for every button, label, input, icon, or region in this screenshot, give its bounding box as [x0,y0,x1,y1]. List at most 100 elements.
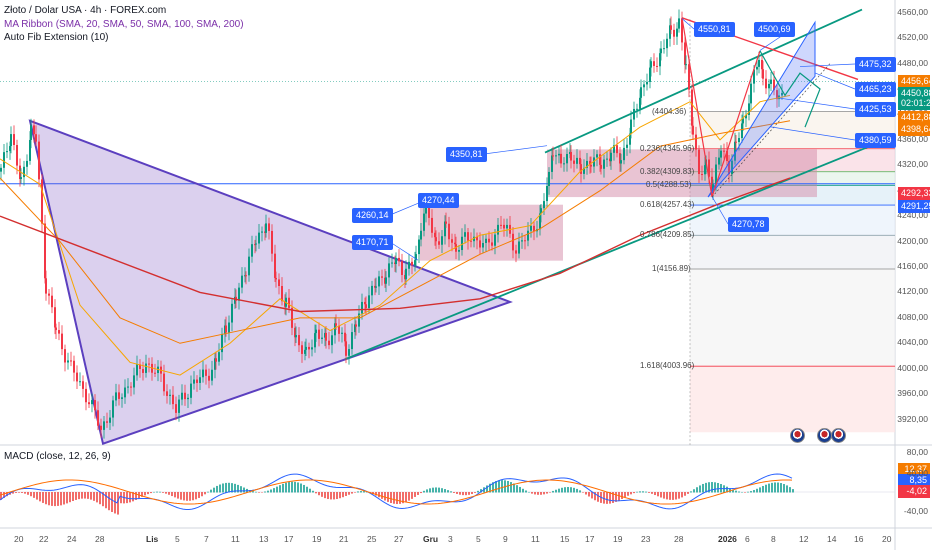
macd-histogram-bar [558,488,560,493]
candle-body [76,372,78,382]
macd-legend[interactable]: MACD (close, 12, 26, 9) [4,451,111,462]
candle-body [371,285,373,296]
candle-body [274,253,276,278]
candle-body [476,236,478,241]
candle-body [345,341,347,356]
candle-body [623,147,625,161]
macd-histogram-bar [306,486,308,493]
macd-histogram-bar [120,492,122,504]
macd-histogram-bar [399,492,401,504]
macd-histogram-bar [189,492,191,501]
x-tick-label: 15 [560,534,570,544]
candle-body [245,275,247,277]
callout-connector-3 [814,72,856,90]
price-callout-2[interactable]: 4475,32 [855,57,896,72]
macd-histogram-bar [531,492,533,494]
macd-histogram-bar [321,492,323,497]
ma-line-2 [0,120,791,344]
price-callout-10[interactable]: 4270,78 [728,217,769,232]
macd-histogram-bar [465,492,467,496]
macd-histogram-bar [27,492,29,495]
macd-histogram-bar [480,489,482,493]
candle-body [73,360,75,373]
candle-body [626,144,628,148]
macd-histogram-bar [621,492,623,499]
macd-histogram-bar [135,492,137,500]
candle-body [193,379,195,384]
macd-histogram-bar [324,492,326,499]
candle-body [202,369,204,378]
macd-histogram-bar [546,492,548,494]
candle-body [599,154,601,165]
candle-body [172,394,174,405]
candle-body [491,242,493,246]
price-callout-4[interactable]: 4425,53 [855,102,896,117]
candle-body [734,141,736,161]
price-callout-6[interactable]: 4350,81 [446,147,487,162]
candle-body [684,42,686,65]
macd-histogram-bar [696,487,698,493]
macd-y-tick: -40,00 [903,506,928,516]
symbol-legend[interactable]: Złoto / Dolar USA · 4h · FOREX.com [4,5,167,16]
macd-histogram-bar [741,491,743,493]
ma-ribbon-legend[interactable]: MA Ribbon (SMA, 20, SMA, 50, SMA, 100, S… [4,19,244,30]
macd-histogram-bar [285,482,287,493]
price-callout-3[interactable]: 4465,23 [855,82,896,97]
macd-histogram-bar [606,492,608,504]
x-tick-label: 21 [339,534,349,544]
macd-histogram-bar [156,491,158,493]
candle-body [388,263,390,278]
candle-body [543,201,545,209]
candle-body [620,160,622,164]
candle-body [251,244,253,257]
price-callout-0[interactable]: 4550,81 [694,22,735,37]
macd-histogram-bar [699,485,701,493]
candle-body [364,301,366,305]
x-tick-label: 2026 [718,534,737,544]
candle-body [573,160,575,164]
candle-body [341,332,343,334]
x-tick-label: 8 [771,534,776,544]
price-callout-5[interactable]: 4380,59 [855,133,896,148]
fib-label-5: 1(4156.89) [652,263,691,273]
candle-body [497,224,499,235]
macd-histogram-bar [222,483,224,493]
us-flag-icon[interactable] [817,428,832,443]
macd-histogram-bar [594,492,596,501]
price-callout-7[interactable]: 4270,44 [418,193,459,208]
macd-histogram-bar [231,483,233,493]
candle-body [636,108,638,110]
candle-body [331,335,333,346]
price-callout-9[interactable]: 4170,71 [352,235,393,250]
macd-histogram-bar [507,480,509,493]
macd-histogram-bar [132,492,134,502]
candle-body [148,363,150,365]
fib-label-3: 0.618(4257.43) [640,200,695,210]
macd-histogram-bar [786,485,788,493]
macd-histogram-bar [756,488,758,493]
dotted-median [711,63,831,198]
candle-body [163,373,165,392]
x-tick-label: 9 [503,534,508,544]
candle-body [3,152,5,168]
macd-histogram-bar [375,492,377,496]
candle-body [184,392,186,400]
candle-body [335,323,337,326]
price-callout-8[interactable]: 4260,14 [352,208,393,223]
macd-histogram-bar [396,492,398,505]
macd-histogram-bar [90,492,92,500]
callout-connector-2 [799,63,856,67]
candle-body [428,200,430,218]
macd-histogram-bar [519,486,521,493]
y-tick-label: 4160,00 [897,261,928,271]
x-tick-label: 16 [854,534,864,544]
macd-histogram-bar [642,491,644,493]
fib-extension-legend[interactable]: Auto Fib Extension (10) [4,32,109,43]
candle-body [248,256,250,276]
us-flag-icon[interactable] [790,428,805,443]
candle-body [485,238,487,243]
candle-body [494,234,496,246]
us-flag-icon[interactable] [831,428,846,443]
price-callout-1[interactable]: 4500,69 [754,22,795,37]
